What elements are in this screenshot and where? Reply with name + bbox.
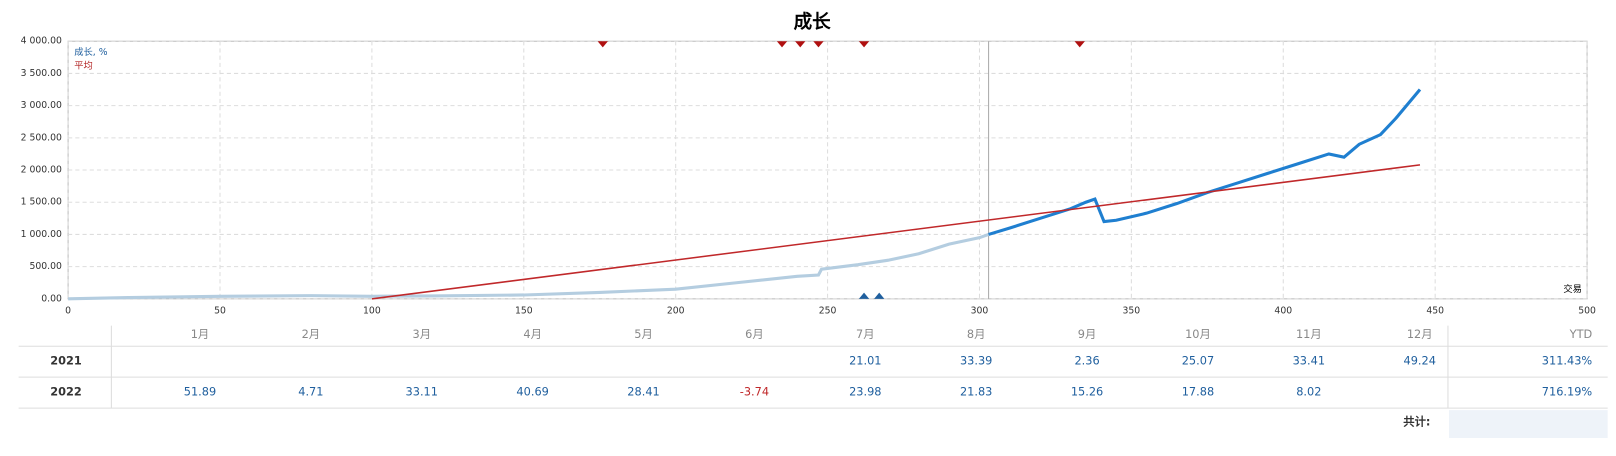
y-tick-label: 2 000.00 bbox=[21, 165, 62, 176]
column-header: YTD bbox=[1569, 327, 1593, 341]
table-cell: 4.71 bbox=[298, 385, 323, 399]
x-tick-label: 250 bbox=[819, 306, 837, 317]
y-tick-label: 4 000.00 bbox=[21, 36, 62, 47]
trade-marker bbox=[858, 41, 870, 48]
y-tick-label: 0.00 bbox=[41, 293, 62, 304]
line-series bbox=[988, 88, 1422, 236]
table-cell: 311.43% bbox=[1542, 354, 1593, 368]
x-tick-label: 50 bbox=[214, 306, 226, 317]
table-cell: 33.41 bbox=[1293, 354, 1325, 368]
column-header: 7月 bbox=[856, 327, 875, 341]
column-header: 6月 bbox=[745, 327, 764, 341]
table-cell: 17.88 bbox=[1182, 385, 1214, 399]
column-header: 9月 bbox=[1078, 327, 1097, 341]
trade-marker bbox=[597, 41, 608, 48]
legend-entry: 成长, % bbox=[74, 46, 107, 58]
chart-title: 成长 bbox=[794, 11, 832, 33]
x-tick-label: 200 bbox=[667, 306, 685, 317]
total-label: 共计: bbox=[1403, 415, 1430, 429]
x-tick-label: 100 bbox=[363, 306, 381, 317]
column-header: 2月 bbox=[302, 327, 321, 341]
trade-marker bbox=[813, 41, 824, 48]
trade-marker bbox=[858, 292, 870, 299]
trade-marker bbox=[1074, 41, 1085, 48]
table-cell: 21.01 bbox=[849, 354, 881, 368]
column-header: 5月 bbox=[634, 327, 653, 341]
table-cell: 15.26 bbox=[1071, 385, 1103, 399]
line-series bbox=[68, 232, 990, 301]
x-tick-label: 150 bbox=[515, 306, 533, 317]
column-header: 3月 bbox=[412, 327, 431, 341]
table-cell: 8.02 bbox=[1296, 385, 1321, 399]
x-tick-label: 300 bbox=[971, 306, 989, 317]
row-year: 2021 bbox=[50, 354, 82, 368]
y-tick-label: 1 500.00 bbox=[21, 197, 62, 208]
table-cell: 21.83 bbox=[960, 385, 992, 399]
table-cell: 23.98 bbox=[849, 385, 881, 399]
row-year: 2022 bbox=[50, 385, 82, 399]
table-cell: -3.74 bbox=[740, 385, 769, 399]
x-tick-label: 0 bbox=[65, 306, 71, 317]
table-cell: 33.39 bbox=[960, 354, 992, 368]
column-header: 4月 bbox=[523, 327, 542, 341]
trade-marker bbox=[776, 41, 788, 48]
y-tick-label: 1 000.00 bbox=[21, 229, 62, 240]
table-cell: 51.89 bbox=[184, 385, 216, 399]
table-cell: 40.69 bbox=[516, 385, 548, 399]
table-cell: 49.24 bbox=[1403, 354, 1435, 368]
y-tick-label: 3 000.00 bbox=[21, 100, 62, 111]
x-tick-label: 400 bbox=[1274, 306, 1292, 317]
x-axis-label: 交易 bbox=[1563, 283, 1582, 295]
trade-marker bbox=[874, 292, 885, 299]
x-tick-label: 500 bbox=[1578, 306, 1596, 317]
column-header: 8月 bbox=[967, 327, 986, 341]
y-tick-label: 500.00 bbox=[29, 261, 62, 272]
y-tick-label: 2 500.00 bbox=[21, 132, 62, 143]
table-cell: 33.11 bbox=[406, 385, 438, 399]
x-tick-label: 450 bbox=[1426, 306, 1444, 317]
table-cell: 2.36 bbox=[1074, 354, 1099, 368]
table-cell: 25.07 bbox=[1182, 354, 1214, 368]
trade-marker bbox=[795, 41, 806, 48]
legend-entry: 平均 bbox=[74, 59, 93, 71]
line-series bbox=[371, 164, 1421, 300]
column-header: 10月 bbox=[1185, 327, 1211, 341]
table-cell: 716.19% bbox=[1542, 385, 1593, 399]
table-cell: 28.41 bbox=[627, 385, 659, 399]
column-header: 1月 bbox=[191, 327, 210, 341]
column-header: 12月 bbox=[1407, 327, 1433, 341]
x-tick-label: 350 bbox=[1123, 306, 1141, 317]
total-box bbox=[1448, 410, 1608, 438]
column-header: 11月 bbox=[1296, 327, 1322, 341]
y-tick-label: 3 500.00 bbox=[21, 68, 62, 79]
